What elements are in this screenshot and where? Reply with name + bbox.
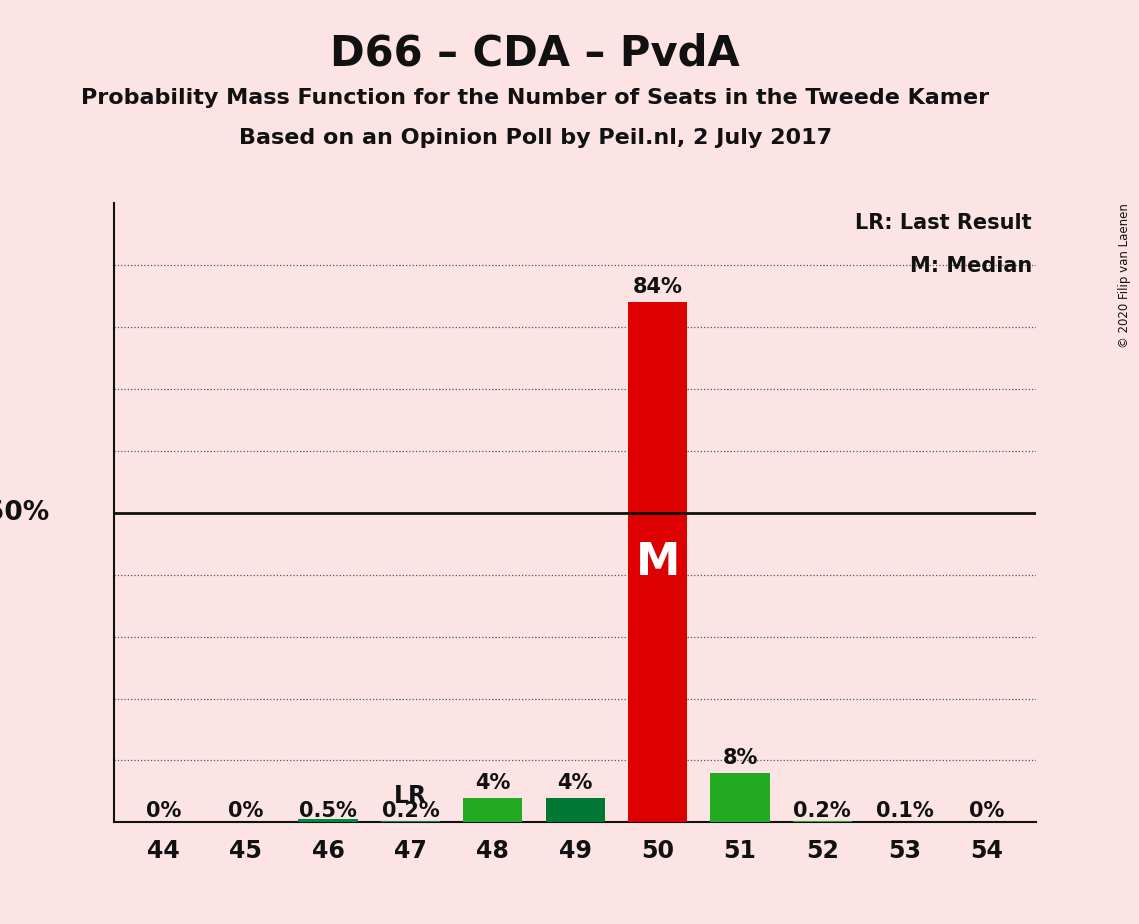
Bar [464, 797, 523, 822]
Bar [546, 797, 605, 822]
Text: Probability Mass Function for the Number of Seats in the Tweede Kamer: Probability Mass Function for the Number… [81, 88, 990, 108]
Bar [711, 772, 770, 822]
Text: LR: Last Result: LR: Last Result [855, 213, 1032, 233]
Text: LR: LR [394, 784, 427, 808]
Text: M: M [636, 541, 680, 584]
Text: 0%: 0% [228, 800, 263, 821]
Bar [793, 821, 852, 822]
Bar [628, 302, 687, 822]
Text: 4%: 4% [475, 772, 510, 793]
Text: 0.2%: 0.2% [382, 800, 440, 821]
Text: © 2020 Filip van Laenen: © 2020 Filip van Laenen [1118, 203, 1131, 348]
Text: D66 – CDA – PvdA: D66 – CDA – PvdA [330, 32, 740, 74]
Text: 4%: 4% [557, 772, 593, 793]
Text: 50%: 50% [0, 500, 49, 526]
Text: 0.2%: 0.2% [794, 800, 851, 821]
Text: 0.5%: 0.5% [300, 800, 357, 821]
Text: 0.1%: 0.1% [876, 800, 934, 821]
Text: 0%: 0% [146, 800, 181, 821]
Bar [298, 820, 358, 822]
Bar [380, 821, 440, 822]
Text: 84%: 84% [632, 277, 682, 298]
Text: 0%: 0% [969, 800, 1005, 821]
Text: Based on an Opinion Poll by Peil.nl, 2 July 2017: Based on an Opinion Poll by Peil.nl, 2 J… [239, 128, 831, 148]
Text: 8%: 8% [722, 748, 757, 768]
Text: M: Median: M: Median [910, 256, 1032, 276]
